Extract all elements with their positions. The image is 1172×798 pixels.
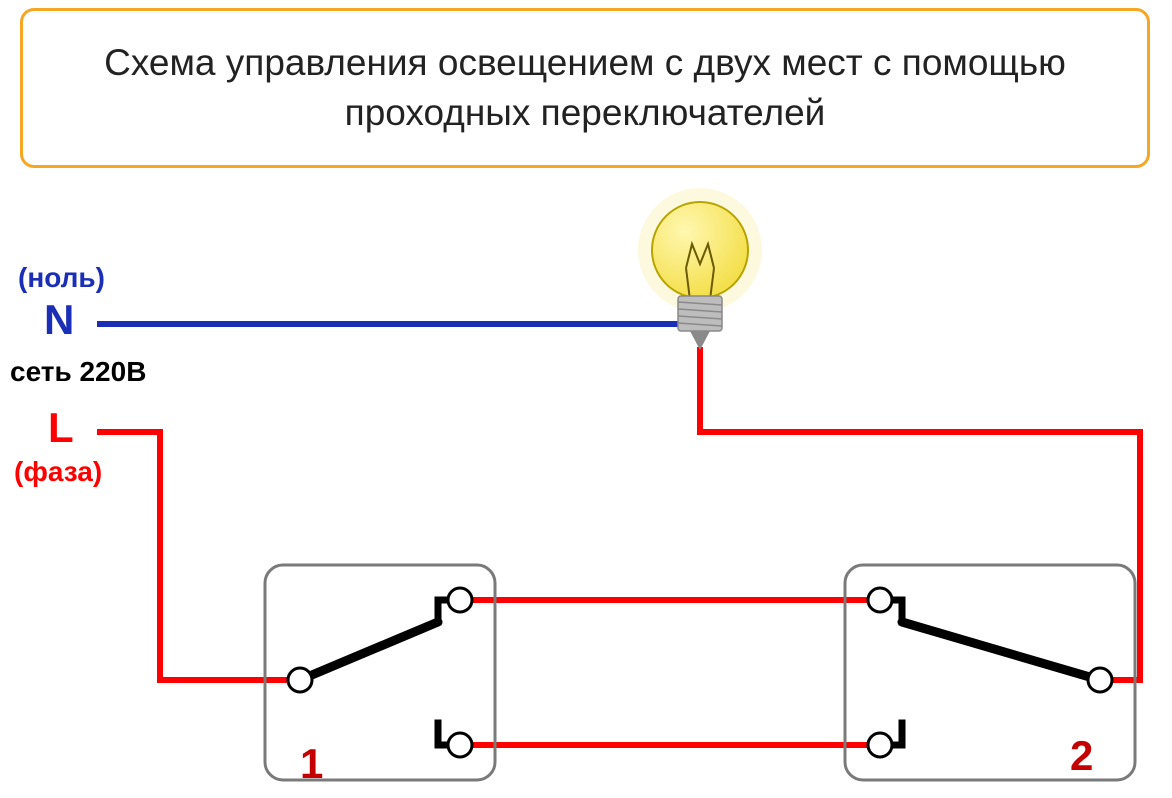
wiring-diagram: [0, 0, 1172, 798]
